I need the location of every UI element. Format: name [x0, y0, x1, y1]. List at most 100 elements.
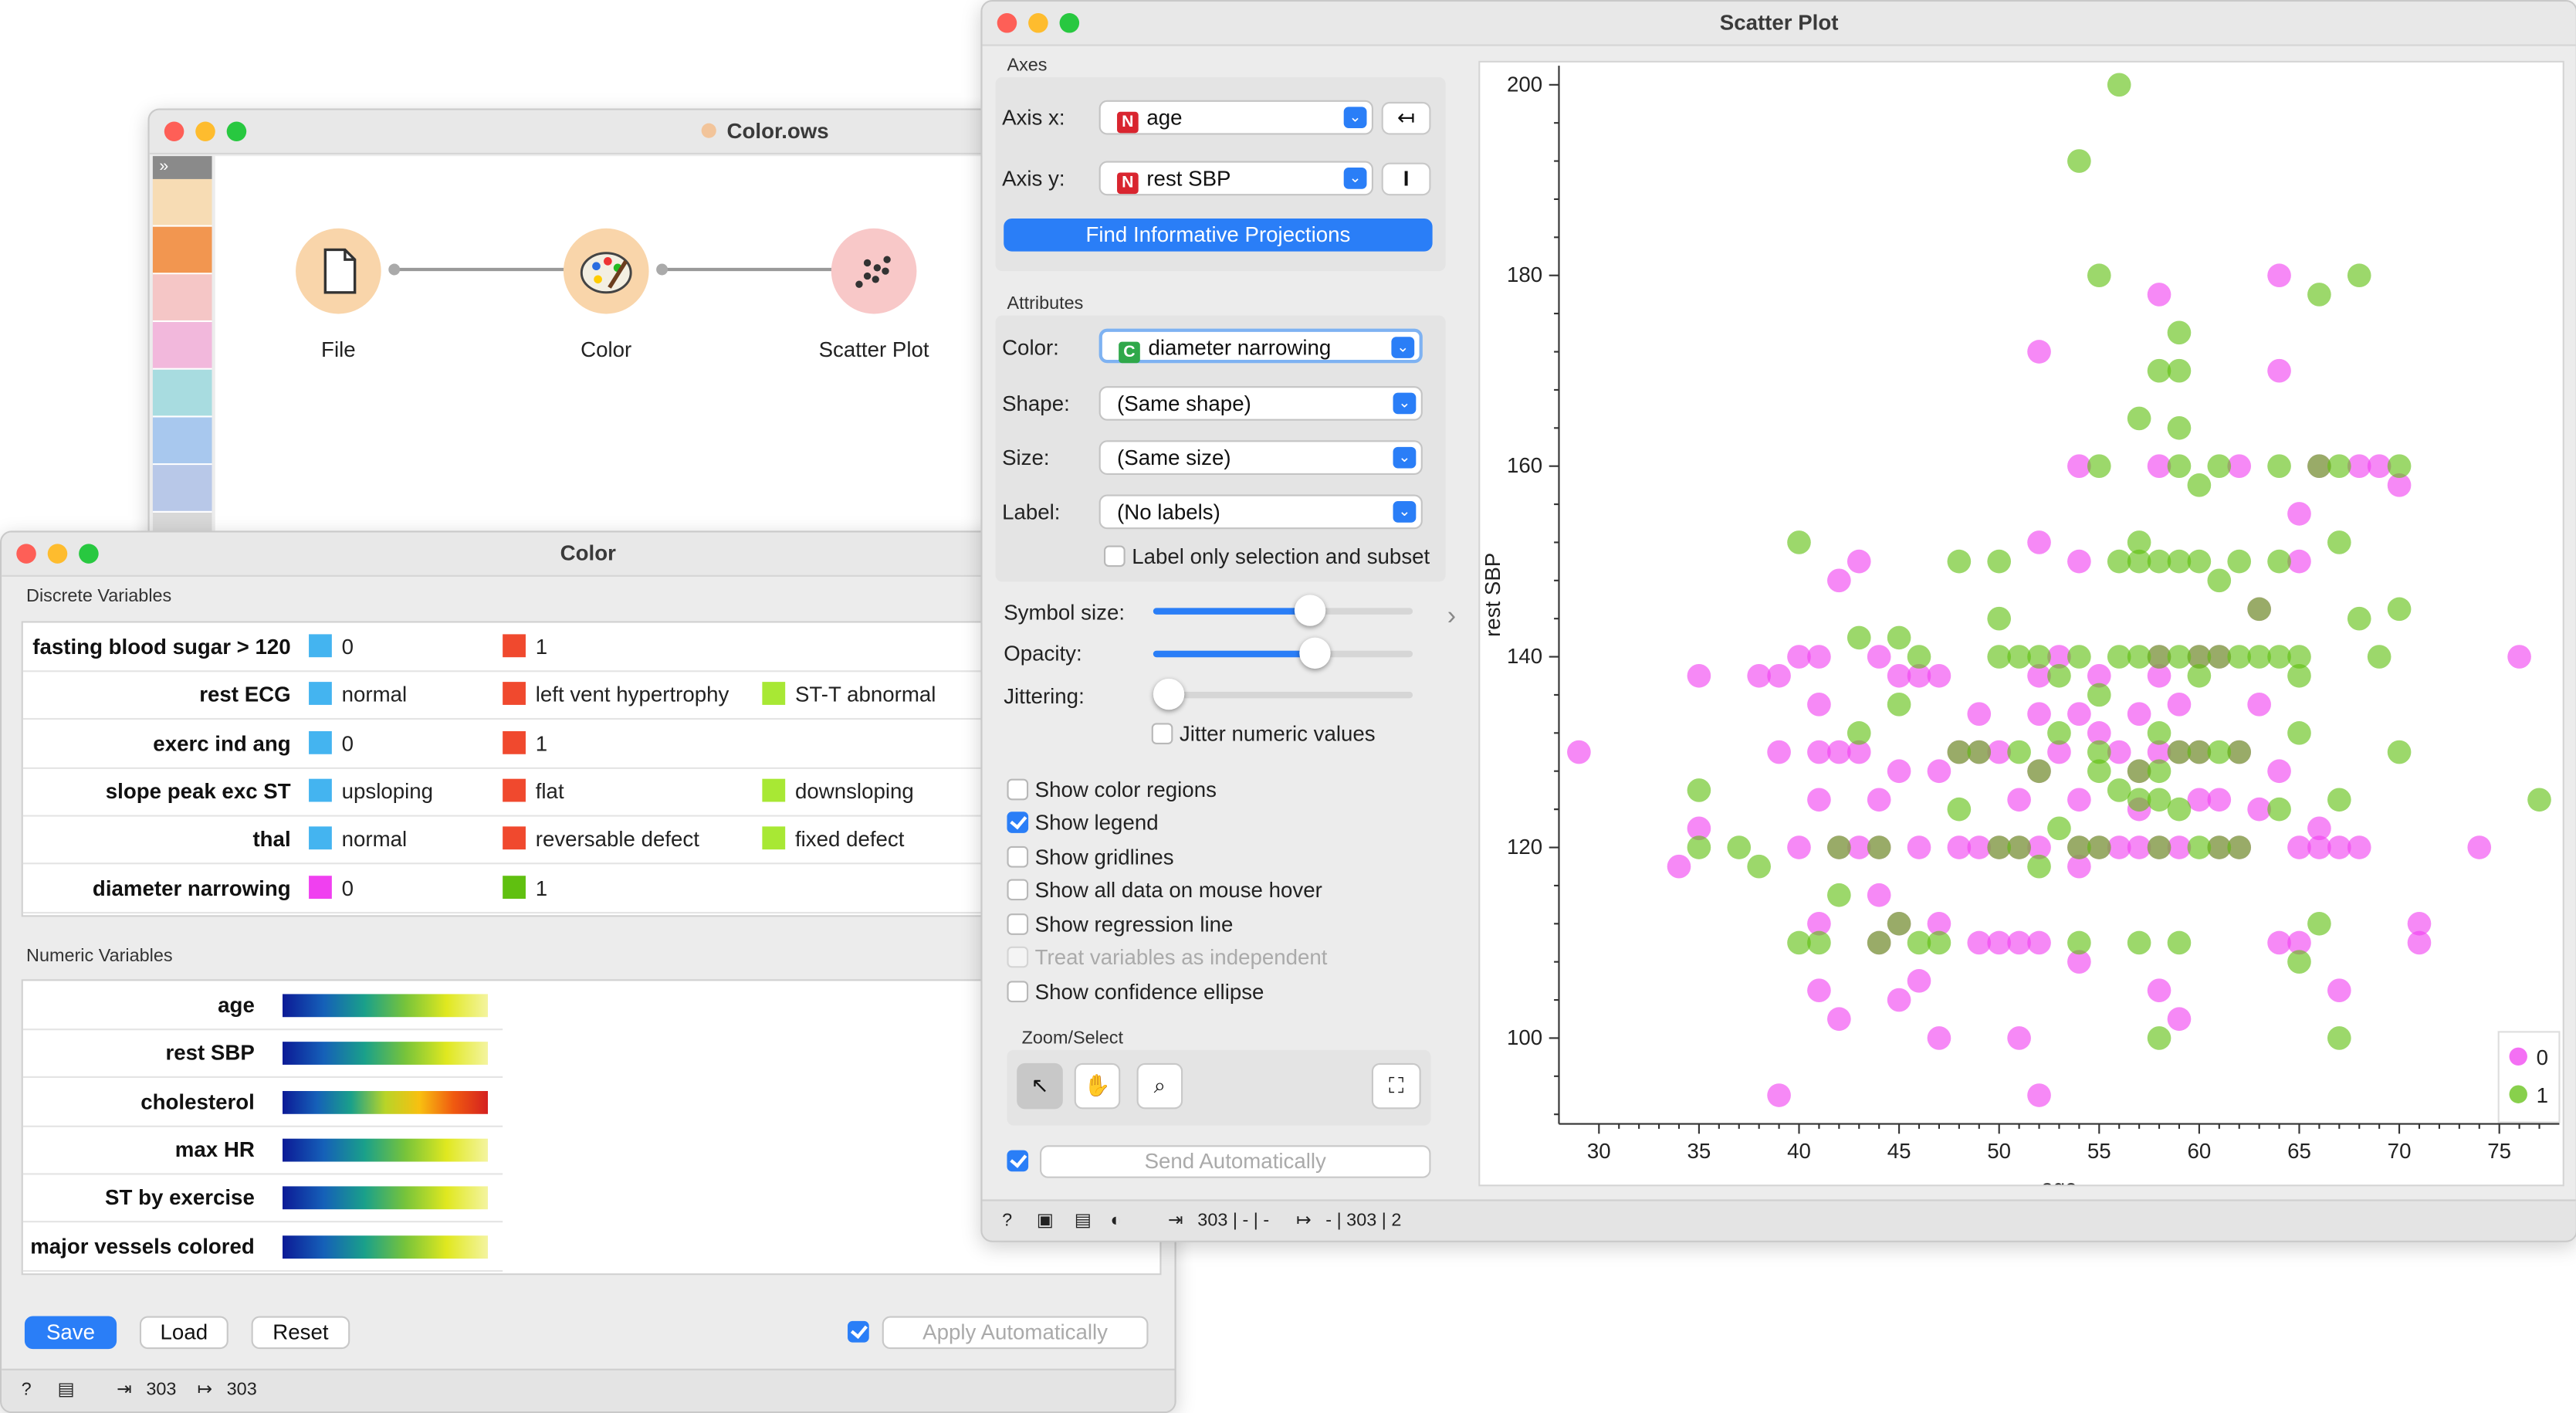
label-combo[interactable]: (No labels) ⌄ — [1098, 494, 1423, 530]
data-point-class-1[interactable] — [1787, 930, 1811, 955]
data-point-class-1[interactable] — [1907, 930, 1931, 955]
data-point-class-1[interactable] — [2167, 454, 2192, 478]
data-point-class-0[interactable] — [1947, 835, 1972, 859]
data-point-class-0[interactable] — [2147, 454, 2171, 478]
widget-file[interactable] — [296, 228, 381, 314]
color-swatch[interactable] — [309, 730, 332, 754]
data-point-class-1[interactable] — [2067, 149, 2091, 173]
data-point-class-0[interactable] — [1827, 568, 1851, 593]
data-point-class-1[interactable] — [2087, 759, 2111, 784]
data-point-class-0[interactable] — [2127, 702, 2151, 726]
help-icon[interactable]: ? — [21, 1380, 32, 1401]
data-point-class-0[interactable] — [1867, 645, 1891, 669]
option-checkbox[interactable] — [1007, 913, 1029, 935]
data-point-class-1[interactable] — [2027, 645, 2051, 669]
data-point-class-0[interactable] — [2387, 473, 2412, 497]
data-point-class-1[interactable] — [2167, 549, 2192, 574]
data-point-class-1[interactable] — [2227, 835, 2252, 859]
minimize-button[interactable] — [1028, 13, 1048, 33]
shape-combo[interactable]: (Same shape) ⌄ — [1098, 386, 1423, 421]
data-point-class-1[interactable] — [2227, 740, 2252, 764]
data-point-class-1[interactable] — [2187, 835, 2212, 859]
data-point-class-1[interactable] — [2007, 835, 2031, 859]
data-point-class-0[interactable] — [2147, 283, 2171, 307]
data-point-class-1[interactable] — [2267, 797, 2291, 822]
color-swatch[interactable] — [309, 826, 332, 850]
data-point-class-1[interactable] — [2127, 645, 2151, 669]
data-point-class-1[interactable] — [2167, 930, 2192, 955]
label-only-checkbox[interactable] — [1104, 545, 1126, 568]
load-button[interactable]: Load — [139, 1316, 228, 1350]
color-palette-gradient[interactable] — [283, 994, 489, 1018]
data-point-class-0[interactable] — [1867, 788, 1891, 812]
data-point-class-0[interactable] — [2147, 663, 2171, 688]
color-swatch[interactable] — [762, 826, 786, 850]
data-point-class-0[interactable] — [2367, 454, 2392, 478]
value-name[interactable]: flat — [535, 778, 564, 804]
data-point-class-0[interactable] — [1767, 663, 1791, 688]
data-point-class-0[interactable] — [2047, 740, 2071, 764]
data-point-class-0[interactable] — [1967, 835, 1992, 859]
data-point-class-1[interactable] — [2287, 645, 2311, 669]
data-point-class-1[interactable] — [1727, 835, 1752, 859]
value-name[interactable]: fixed defect — [794, 826, 905, 852]
close-button[interactable] — [164, 121, 184, 142]
axis-x-swap-button[interactable]: ↤ — [1381, 101, 1431, 135]
data-point-class-0[interactable] — [1927, 663, 1951, 688]
data-point-class-0[interactable] — [2287, 502, 2311, 526]
find-informative-projections-button[interactable]: Find Informative Projections — [1004, 219, 1433, 252]
jitter-numeric-checkbox[interactable] — [1151, 723, 1173, 744]
data-point-class-1[interactable] — [2287, 663, 2311, 688]
data-point-class-0[interactable] — [2347, 835, 2371, 859]
data-point-class-1[interactable] — [2107, 549, 2131, 574]
data-point-class-0[interactable] — [1807, 740, 1831, 764]
value-name[interactable]: downsloping — [794, 778, 914, 804]
data-point-class-0[interactable] — [2107, 740, 2131, 764]
data-point-class-1[interactable] — [2247, 645, 2271, 669]
symbol-size-knob[interactable] — [1294, 595, 1325, 626]
data-point-class-1[interactable] — [2267, 549, 2291, 574]
data-point-class-1[interactable] — [2127, 930, 2151, 955]
data-point-class-1[interactable] — [2307, 283, 2331, 307]
data-point-class-1[interactable] — [2207, 835, 2232, 859]
data-point-class-0[interactable] — [1767, 1083, 1791, 1107]
minimize-button[interactable] — [47, 544, 68, 564]
data-point-class-0[interactable] — [2027, 663, 2051, 688]
send-automatically-checkbox[interactable] — [1007, 1150, 1029, 1172]
data-point-class-1[interactable] — [2287, 950, 2311, 974]
data-point-class-0[interactable] — [1667, 854, 1691, 879]
data-point-class-1[interactable] — [2147, 759, 2171, 784]
data-point-class-0[interactable] — [2087, 721, 2111, 745]
data-point-class-1[interactable] — [2187, 663, 2212, 688]
jittering-knob[interactable] — [1153, 678, 1185, 710]
data-point-class-1[interactable] — [2347, 263, 2371, 288]
color-palette-gradient[interactable] — [283, 1235, 489, 1258]
data-point-class-1[interactable] — [2147, 358, 2171, 383]
data-point-class-1[interactable] — [1987, 606, 2012, 631]
data-point-class-1[interactable] — [1947, 797, 1972, 822]
data-point-class-0[interactable] — [2027, 530, 2051, 554]
data-point-class-1[interactable] — [1887, 692, 1911, 717]
data-point-class-0[interactable] — [2347, 454, 2371, 478]
model-category-icon[interactable] — [152, 322, 212, 370]
value-name[interactable]: ST-T abnormal — [794, 682, 936, 707]
data-point-class-1[interactable] — [2187, 645, 2212, 669]
data-point-class-1[interactable] — [2127, 530, 2151, 554]
data-point-class-1[interactable] — [2147, 835, 2171, 859]
data-point-class-0[interactable] — [1847, 549, 1871, 574]
data-point-class-1[interactable] — [2127, 406, 2151, 431]
data-point-class-1[interactable] — [1887, 625, 1911, 650]
data-point-class-1[interactable] — [2167, 415, 2192, 440]
data-point-class-1[interactable] — [2147, 645, 2171, 669]
data-point-class-0[interactable] — [2087, 663, 2111, 688]
color-swatch[interactable] — [309, 778, 332, 802]
value-name[interactable]: reversable defect — [535, 826, 699, 852]
data-point-class-0[interactable] — [1887, 988, 1911, 1012]
data-point-class-1[interactable] — [2047, 816, 2071, 841]
option-checkbox[interactable] — [1007, 812, 1029, 833]
panel-collapse-icon[interactable]: › — [1447, 602, 1457, 632]
apply-automatically-button[interactable]: Apply Automatically — [882, 1316, 1149, 1350]
